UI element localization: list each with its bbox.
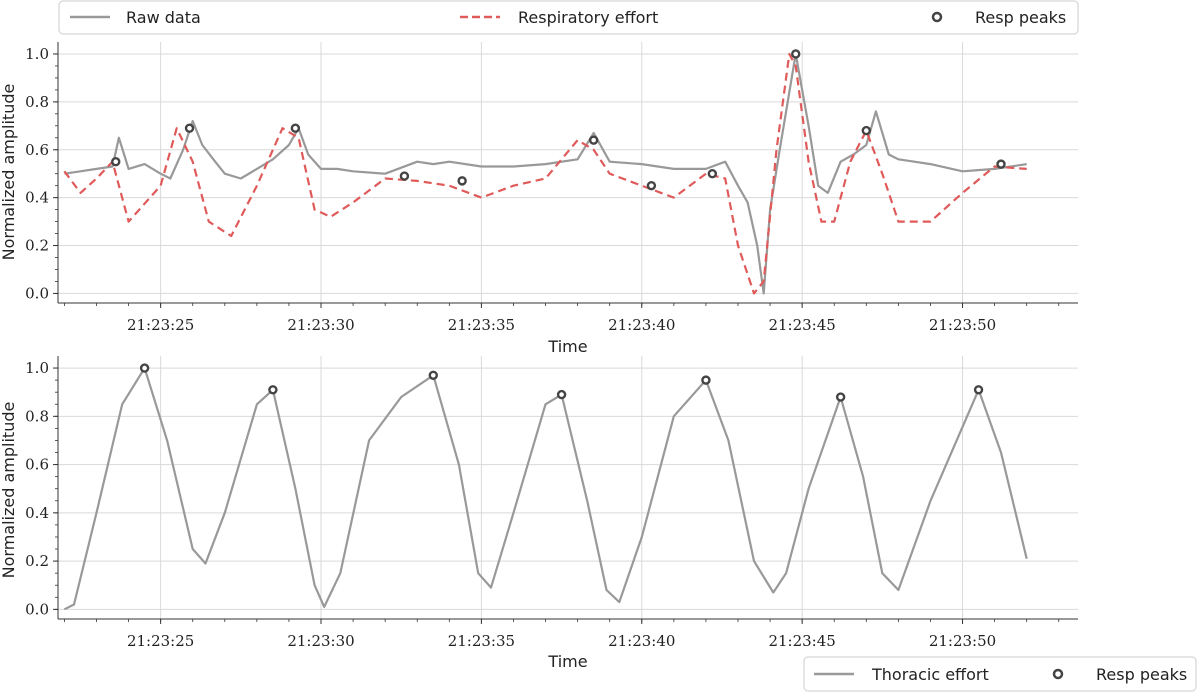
bottom-legend: Thoracic effort Resp peaks — [803, 656, 1197, 692]
bottom-peak-marker — [428, 370, 438, 381]
top-legend: Raw data Respiratory effort Resp peaks — [58, 0, 1079, 35]
bottom-y-tick-label: 0.6 — [25, 456, 49, 474]
bottom-x-tick-label: 21:23:30 — [287, 632, 354, 650]
bottom-x-tick-label: 21:23:25 — [127, 632, 194, 650]
top-series — [63, 52, 1027, 295]
top-x-axis-label: Time — [547, 337, 587, 356]
top-peak-marker — [111, 157, 121, 167]
bottom-y-tick-label: 0.8 — [25, 407, 49, 425]
bottom-axes — [57, 356, 1078, 620]
bottom-peak-marker — [973, 385, 984, 395]
top-peak-marker — [861, 125, 872, 136]
top-peak-marker — [646, 180, 657, 191]
top-peaks — [111, 49, 1006, 191]
bottom-x-tick-label: 21:23:40 — [608, 632, 675, 650]
bottom-legend-frame — [803, 656, 1197, 692]
bottom-peak-marker — [139, 363, 150, 373]
bottom-peak-marker — [268, 385, 278, 395]
top-axes — [57, 42, 1078, 304]
bottom-peak-marker — [701, 375, 711, 385]
bottom-peak-marker — [556, 389, 567, 400]
bottom-peaks — [139, 363, 984, 402]
legend-thoracic-label: Thoracic effort — [871, 665, 989, 684]
bottom-panel: 0.00.20.40.60.81.0 21:23:25 21:23:30 21:23… — [0, 356, 1078, 671]
bottom-x-tick-label: 21:23:50 — [929, 632, 996, 650]
bottom-x-tick-label: 21:23:45 — [768, 632, 835, 650]
top-y-tick-label: 1.0 — [25, 45, 49, 63]
top-peak-marker — [996, 159, 1006, 169]
top-y-tick-label: 0.2 — [25, 237, 49, 255]
top-peak-marker — [399, 171, 410, 181]
top-peak-marker — [707, 168, 718, 179]
top-x-tick-label: 21:23:50 — [929, 316, 996, 334]
top-y-tick-label: 0.8 — [25, 93, 49, 111]
top-peak-marker — [457, 176, 467, 186]
top-x-tick-label: 21:23:30 — [287, 316, 354, 334]
top-peak-marker — [184, 123, 195, 133]
top-panel: 0.00.20.40.60.81.0 21:23:25 21:23:30 21:23… — [0, 42, 1078, 356]
bottom-y-tick-label: 0.2 — [25, 552, 49, 570]
legend-effort-label: Respiratory effort — [518, 8, 658, 27]
legend-raw-label: Raw data — [126, 8, 201, 27]
top-peak-marker — [588, 135, 599, 145]
bottom-x-tick-label: 21:23:35 — [448, 632, 515, 650]
legend-peaks-label-bottom: Resp peaks — [1096, 665, 1187, 684]
top-series-respiratory-effort — [63, 52, 1027, 295]
bottom-x-axis-label: Time — [547, 652, 587, 671]
bottom-y-ticks: 0.0 0.2 0.4 0.6 0.8 1.0 — [25, 359, 58, 618]
legend-peaks-marker — [931, 11, 943, 23]
bottom-y-axis-label: Normalized amplitude — [0, 402, 18, 579]
top-x-tick-label: 21:23:25 — [127, 316, 194, 334]
top-legend-frame — [58, 0, 1079, 35]
bottom-y-tick-label: 1.0 — [25, 359, 49, 377]
legend-peaks-label: Resp peaks — [975, 8, 1066, 27]
top-x-tick-label: 21:23:40 — [608, 316, 675, 334]
top-y-tick-label: 0.4 — [25, 189, 49, 207]
top-x-ticks: 21:23:25 21:23:30 21:23:35 21:23:40 21:23:45… — [64, 303, 1060, 334]
top-series-raw-data — [64, 52, 1027, 295]
bottom-y-tick-label: 0.4 — [25, 504, 49, 522]
top-y-axis-label: Normalized amplitude — [0, 84, 18, 261]
bottom-y-tick-label: 0.0 — [25, 600, 49, 618]
top-peak-marker — [791, 49, 801, 59]
bottom-x-ticks: 21:23:25 21:23:30 21:23:35 21:23:40 21:23:45… — [64, 619, 1060, 650]
top-y-tick-label: 0.6 — [25, 141, 49, 159]
top-peak-marker — [290, 123, 301, 133]
top-x-tick-label: 21:23:45 — [768, 316, 835, 334]
top-x-tick-label: 21:23:35 — [448, 316, 515, 334]
legend-peaks-marker-bottom — [1052, 668, 1064, 680]
bottom-peak-marker — [835, 392, 846, 402]
top-y-ticks: 0.0 0.2 0.4 0.6 0.8 1.0 — [25, 45, 58, 302]
bottom-grid — [58, 356, 1078, 619]
top-y-tick-label: 0.0 — [25, 284, 49, 302]
